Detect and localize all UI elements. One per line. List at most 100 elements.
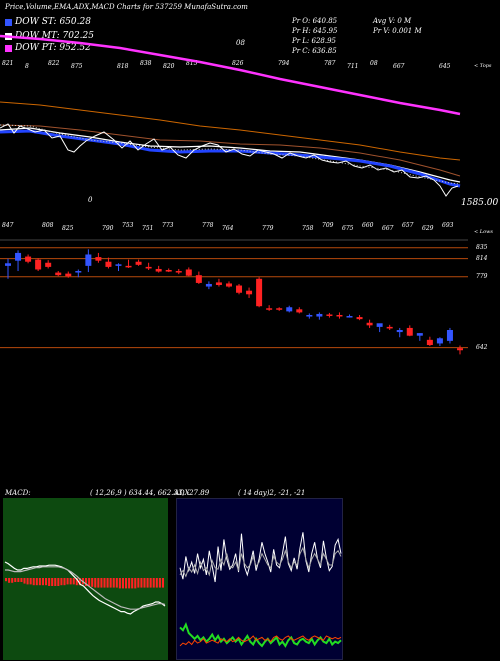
macd-histogram-bar <box>38 578 41 586</box>
extreme-label: 825 <box>62 225 74 232</box>
macd-histogram-bar <box>118 578 121 589</box>
macd-histogram-bar <box>41 578 44 586</box>
extreme-label: 709 <box>322 222 334 229</box>
candlestick-chart <box>0 239 468 355</box>
macd-histogram-bar <box>26 578 29 585</box>
macd-histogram-bar <box>11 578 14 583</box>
candle-body <box>366 322 373 326</box>
candle-body <box>75 271 82 273</box>
macd-histogram-bar <box>78 578 81 586</box>
macd-histogram-bar <box>72 578 75 585</box>
macd-histogram-bar <box>66 578 69 585</box>
macd-histogram-bar <box>128 578 131 589</box>
macd-histogram-bar <box>131 578 134 589</box>
extreme-label: 794 <box>278 60 290 67</box>
macd-histogram-bar <box>17 578 20 582</box>
macd-panel <box>3 498 168 660</box>
extreme-label: 773 <box>162 222 174 229</box>
extreme-label: 808 <box>42 222 54 229</box>
ema-chart <box>0 34 461 197</box>
legend-square-icon <box>5 45 12 52</box>
candle-body <box>426 339 433 345</box>
adx-series-line <box>179 635 342 647</box>
candle-body <box>346 316 353 318</box>
legend-square-icon <box>5 19 12 26</box>
candle-body <box>386 326 393 329</box>
extreme-label: 821 <box>2 60 14 67</box>
macd-histogram-bar <box>63 578 66 586</box>
macd-histogram-bar <box>20 578 23 582</box>
extreme-label: 778 <box>202 222 214 229</box>
candle-body <box>165 270 172 272</box>
macd-histogram-bar <box>14 578 17 582</box>
extreme-label: 675 <box>342 225 354 232</box>
extreme-label: 818 <box>117 63 129 70</box>
candle-body <box>376 323 383 327</box>
price-tick-label: 814 <box>476 254 488 262</box>
adx-series-line <box>179 622 342 648</box>
macd-histogram-bar <box>8 578 11 583</box>
macd-histogram-bar <box>143 578 146 588</box>
extreme-label: 822 <box>48 60 60 67</box>
brown-ema-line <box>0 124 461 177</box>
macd-histogram-bar <box>45 578 48 586</box>
macd-histogram-bar <box>57 578 60 586</box>
dow-st-label: DOW ST: 650.28 <box>15 17 91 27</box>
extreme-label: 753 <box>122 222 134 229</box>
candle-body <box>175 271 182 273</box>
candle-body <box>95 257 102 261</box>
dow-st-line <box>0 129 461 188</box>
macd-histogram-bar <box>146 578 149 588</box>
extreme-label: 758 <box>302 225 314 232</box>
price-low: Pr L: 628.95 <box>292 37 337 45</box>
price-tick-label: 642 <box>476 343 488 351</box>
extreme-label: 660 <box>362 222 374 229</box>
candle-body <box>326 314 333 316</box>
macd-histogram-bar <box>97 578 100 588</box>
price-close: Pr C: 636.85 <box>292 47 337 55</box>
macd-histogram-bar <box>5 578 8 582</box>
price-close-line <box>0 123 459 197</box>
candle-body <box>266 308 273 310</box>
dow-pt-label: DOW PT: 952.52 <box>15 43 91 53</box>
price-tick-label: 835 <box>476 243 488 251</box>
candle-body <box>225 283 232 287</box>
low-mid-label: 0 <box>88 196 93 204</box>
macd-histogram-bar <box>137 578 140 588</box>
macd-histogram-bar <box>121 578 124 589</box>
macd-histogram-bar <box>48 578 51 586</box>
macd-histogram-bar <box>115 578 118 588</box>
price-axis: 835 814 779 642 <box>0 0 500 351</box>
macd-label: MACD: <box>5 489 31 497</box>
macd-histogram-bar <box>32 578 35 586</box>
lows-label-row: 847 808 825 790 753 751 773 778 764 779 758 709 675 6… <box>0 222 500 236</box>
candle-body <box>356 317 363 320</box>
macd-histogram-bar <box>29 578 32 585</box>
macd-histogram-bar <box>60 578 63 586</box>
candle-body <box>35 259 42 270</box>
candle-body <box>286 307 293 312</box>
candle-body <box>336 315 343 317</box>
candle-body <box>85 254 92 266</box>
candle-body <box>105 261 112 267</box>
candle-body <box>205 283 212 287</box>
extreme-label: 693 <box>442 222 454 229</box>
candle-body <box>145 266 152 269</box>
price-high: Pr H: 645.95 <box>292 27 338 35</box>
candle-body <box>215 282 222 285</box>
extreme-label: 838 <box>140 60 152 67</box>
candle-body <box>45 262 52 267</box>
macd-histogram-bar <box>103 578 106 588</box>
candle-body <box>236 285 243 293</box>
adx-params: ( 14 day)2, -21, -21 <box>238 489 306 497</box>
macd-histogram-bar <box>69 578 72 585</box>
candle-body <box>436 338 443 344</box>
candle-body <box>65 273 72 277</box>
candle-body <box>446 330 453 341</box>
tops-axis-label: < Tops <box>474 63 492 69</box>
candle-body <box>15 252 22 261</box>
lows-axis-label: < Lows <box>474 229 493 235</box>
macd-histogram-bar <box>125 578 128 589</box>
extreme-label: 847 <box>2 222 14 229</box>
extreme-label: 815 <box>186 60 198 67</box>
